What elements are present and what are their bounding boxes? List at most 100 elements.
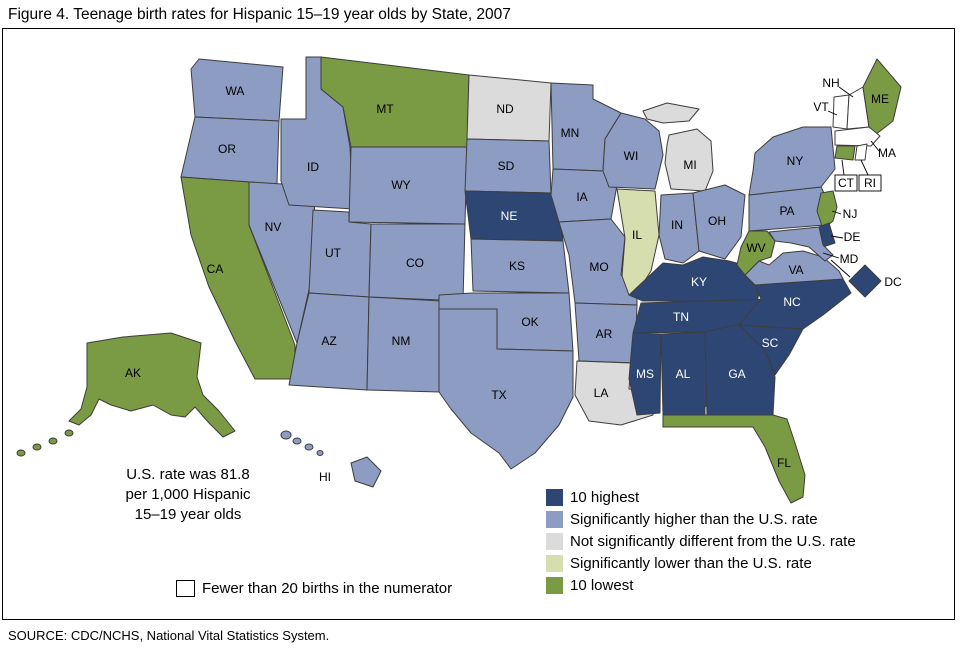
legend-label-fewer-than-20: Fewer than 20 births in the numerator <box>202 580 453 597</box>
us-rate-annotation: U.S. rate was 81.8 per 1,000 Hispanic 15… <box>88 465 288 525</box>
leader-line-RI <box>860 159 869 176</box>
state-label-CA: CA <box>207 262 224 276</box>
us-map: WA OR CA NV ID MT WY UT CO AZ NM ND SD N… <box>16 56 902 504</box>
state-MD <box>768 226 834 262</box>
state-VA <box>744 250 844 286</box>
state-label-OK: OK <box>521 315 538 329</box>
legend-label-ten-lowest: 10 lowest <box>570 577 634 594</box>
leader-line-DE <box>830 235 844 239</box>
state-label-OH: OH <box>708 214 726 228</box>
state-RI <box>854 143 868 161</box>
state-label-LA: LA <box>594 386 609 400</box>
state-label-AZ: AZ <box>321 334 336 348</box>
state-label-IL: IL <box>632 228 642 242</box>
state-label-MN: MN <box>561 126 580 140</box>
state-label-AR: AR <box>596 327 613 341</box>
state-label-VA: VA <box>788 263 803 277</box>
state-label-RI: RI <box>864 176 876 190</box>
state-AZ <box>288 292 370 391</box>
state-label-WA: WA <box>226 84 245 98</box>
state-label-VT: VT <box>813 100 829 114</box>
figure-title: Figure 4. Teenage birth rates for Hispan… <box>8 6 511 23</box>
state-label-KS: KS <box>509 259 525 273</box>
state-label-NY: NY <box>787 154 804 168</box>
state-label-OR: OR <box>218 142 236 156</box>
legend-item-sig-higher: Significantly higher than the U.S. rate <box>546 511 856 528</box>
state-label-WI: WI <box>624 149 639 163</box>
state-OH <box>692 184 746 260</box>
state-DC <box>848 264 882 298</box>
leader-line-CT <box>841 159 845 176</box>
state-label-IN: IN <box>671 218 683 232</box>
figure-border-box: WA OR CA NV ID MT WY UT CO AZ NM ND SD N… <box>2 28 955 620</box>
leader-line-NH <box>838 86 854 98</box>
state-label-GA: GA <box>728 367 745 381</box>
state-label-ND: ND <box>496 102 514 116</box>
leader-line-MA <box>870 140 880 152</box>
leader-line-VT <box>827 110 838 116</box>
us-rate-line-3: 15–19 year olds <box>134 506 242 523</box>
state-label-MD: MD <box>840 252 859 266</box>
state-label-CO: CO <box>406 256 424 270</box>
state-label-SD: SD <box>498 159 515 173</box>
state-label-SC: SC <box>762 336 779 350</box>
legend-swatch-fewer-than-20 <box>176 580 195 597</box>
state-NJ <box>816 190 838 230</box>
state-label-AK: AK <box>125 366 141 380</box>
state-VT <box>832 94 850 130</box>
legend-label-sig-higher: Significantly higher than the U.S. rate <box>570 511 818 528</box>
legend-swatch-ten-highest <box>546 489 563 506</box>
state-TX <box>438 308 574 470</box>
state-label-MT: MT <box>376 102 394 116</box>
us-rate-line-1: U.S. rate was 81.8 <box>126 466 250 483</box>
state-labels: WA OR CA NV ID MT WY UT CO AZ NM ND SD N… <box>125 76 902 484</box>
source-note: SOURCE: CDC/NCHS, National Vital Statist… <box>8 628 330 643</box>
state-FL <box>662 414 806 504</box>
state-AK <box>16 332 236 457</box>
state-NC <box>738 278 852 330</box>
state-MA <box>834 126 881 147</box>
legend-swatch-sig-lower <box>546 555 563 572</box>
state-label-MS: MS <box>636 367 654 381</box>
state-label-NV: NV <box>265 220 282 234</box>
state-WA <box>190 58 284 122</box>
state-label-ME: ME <box>871 92 889 106</box>
state-label-UT: UT <box>325 246 342 260</box>
state-label-DE: DE <box>844 230 861 244</box>
state-label-AL: AL <box>676 367 691 381</box>
legend-label-ten-highest: 10 highest <box>570 489 640 506</box>
us-rate-line-2: per 1,000 Hispanic <box>125 486 251 503</box>
state-label-WY: WY <box>391 178 410 192</box>
leader-line-NJ <box>831 210 842 215</box>
state-label-DC: DC <box>884 275 902 289</box>
state-label-MI: MI <box>683 158 696 172</box>
state-shapes <box>16 56 902 504</box>
callout-boxes <box>834 174 882 192</box>
leader-lines <box>822 86 880 278</box>
state-label-ID: ID <box>307 160 319 174</box>
state-label-NM: NM <box>392 334 411 348</box>
legend-item-not-sig: Not significantly different from the U.S… <box>546 533 856 550</box>
legend-swatch-ten-lowest <box>546 577 563 594</box>
state-label-FL: FL <box>777 456 791 470</box>
state-HI <box>280 430 382 488</box>
state-label-NH: NH <box>822 76 839 90</box>
legend-label-not-sig: Not significantly different from the U.S… <box>570 533 856 550</box>
legend-label-sig-lower: Significantly lower than the U.S. rate <box>570 555 812 572</box>
state-CT <box>834 145 856 161</box>
leader-line-MD <box>822 252 840 259</box>
legend: 10 highest Significantly higher than the… <box>546 489 856 599</box>
legend-swatch-sig-higher <box>546 511 563 528</box>
ri-callout-box <box>858 174 882 192</box>
legend-footnote: Fewer than 20 births in the numerator <box>176 580 452 597</box>
state-WV <box>736 230 776 276</box>
state-label-NC: NC <box>783 295 801 309</box>
state-label-MO: MO <box>589 260 608 274</box>
legend-swatch-not-sig <box>546 533 563 550</box>
state-label-HI: HI <box>319 470 331 484</box>
state-label-PA: PA <box>779 204 794 218</box>
state-label-CT: CT <box>838 176 855 190</box>
state-label-WV: WV <box>746 241 765 255</box>
state-label-MA: MA <box>878 146 896 160</box>
